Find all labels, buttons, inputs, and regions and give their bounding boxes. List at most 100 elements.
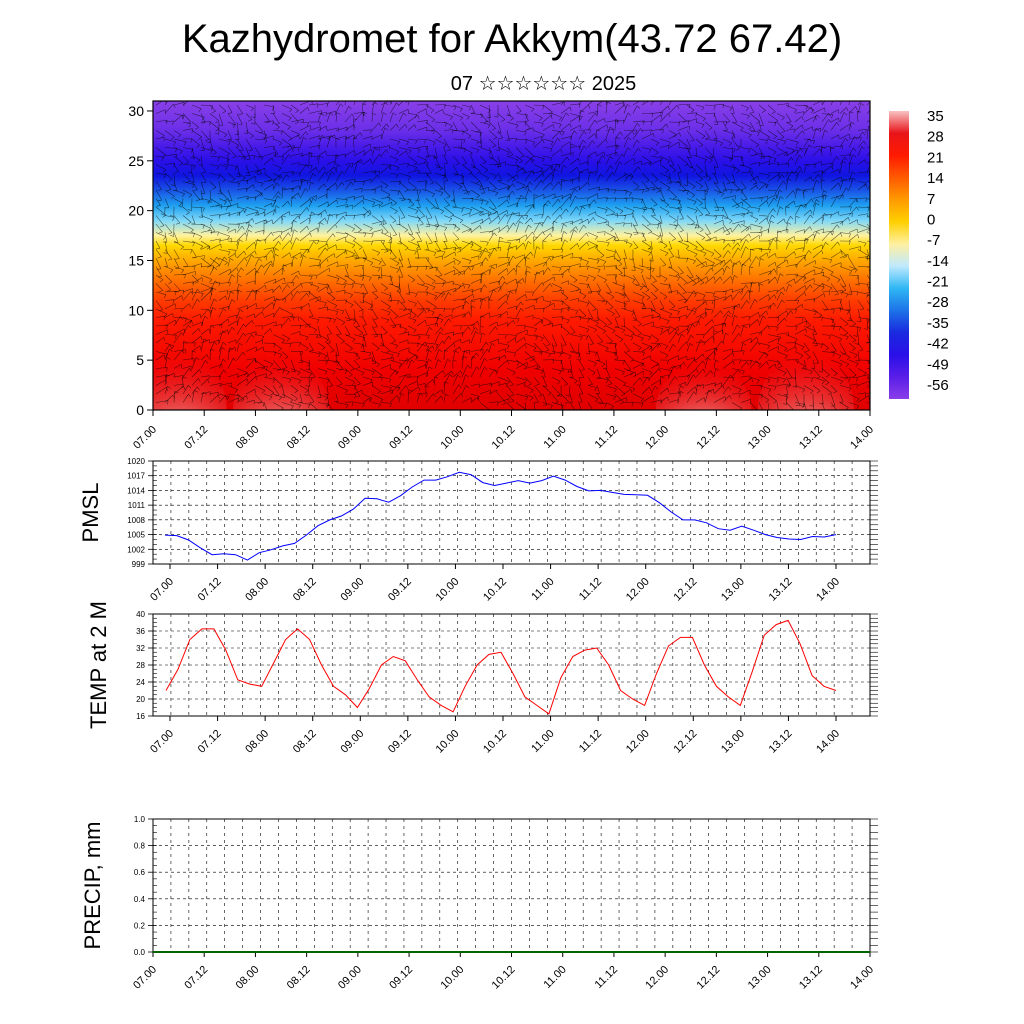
- barb-shaft: [704, 276, 714, 284]
- barb-shaft: [623, 147, 628, 157]
- barb-flag: [592, 308, 597, 311]
- barb-flag: [428, 349, 433, 353]
- barb-shaft: [308, 317, 320, 320]
- barb-flag: [334, 134, 336, 139]
- barb-flag: [271, 249, 274, 254]
- barb-flag: [781, 299, 785, 303]
- barb-flag: [225, 295, 228, 300]
- barb-shaft: [182, 365, 192, 369]
- barb-shaft: [866, 232, 870, 234]
- barb-shaft: [272, 113, 280, 124]
- barb-flag: [324, 247, 328, 252]
- barb-shaft: [425, 198, 436, 208]
- barb-shaft: [452, 223, 460, 230]
- barb-shaft: [524, 298, 538, 301]
- barb-shaft: [794, 304, 803, 310]
- barb-flag: [411, 96, 414, 98]
- barb-shaft: [227, 104, 233, 113]
- barb-shaft: [209, 147, 217, 153]
- barb-flag: [223, 201, 227, 205]
- barb-flag: [287, 284, 290, 289]
- barb-shaft: [623, 213, 634, 216]
- barb-shaft: [812, 316, 823, 318]
- barb-shaft: [218, 318, 228, 327]
- barb-flag: [193, 358, 195, 363]
- barb-flag: [308, 291, 311, 296]
- barb-shaft: [578, 145, 585, 157]
- barb-shaft: [857, 159, 866, 165]
- barb-shaft: [380, 283, 388, 289]
- barb-shaft: [695, 257, 705, 267]
- barb-shaft: [605, 197, 616, 199]
- barb-shaft: [389, 189, 400, 192]
- barb-shaft: [218, 130, 228, 135]
- barb-shaft: [317, 155, 321, 165]
- barb-shaft: [245, 206, 259, 212]
- barb-shaft: [578, 206, 583, 216]
- barb-shaft: [200, 245, 210, 250]
- barb-shaft: [281, 187, 283, 199]
- barb-shaft: [344, 150, 355, 157]
- barb-shaft: [389, 164, 400, 168]
- barb-flag: [668, 142, 672, 146]
- barb-flag: [424, 361, 428, 366]
- barb-shaft: [749, 234, 760, 242]
- barb-flag: [444, 122, 447, 127]
- barb-shaft: [650, 325, 664, 329]
- barb-flag: [615, 119, 620, 122]
- barb-flag: [631, 312, 635, 316]
- barb-flag: [671, 238, 676, 241]
- barb-flag: [443, 180, 448, 182]
- barb-shaft: [704, 172, 712, 179]
- barb-flag: [855, 198, 859, 203]
- barb-shaft: [650, 300, 656, 311]
- barb-shaft: [281, 227, 292, 233]
- barb-flag: [806, 164, 810, 167]
- barb-shaft: [155, 337, 164, 344]
- barb-shaft: [164, 104, 174, 114]
- barb-flag: [636, 123, 641, 127]
- barb-shaft: [317, 342, 326, 348]
- barb-flag: [625, 350, 630, 353]
- barb-shaft: [659, 232, 663, 243]
- barb-flag: [579, 116, 583, 121]
- barb-flag: [742, 350, 745, 355]
- barb-shaft: [830, 334, 843, 340]
- barb-shaft: [533, 295, 544, 301]
- barb-flag: [309, 323, 311, 328]
- barb-flag: [456, 228, 460, 232]
- barb-flag: [653, 204, 658, 207]
- barb-flag: [547, 267, 551, 271]
- barb-shaft: [596, 351, 600, 361]
- barb-shaft: [821, 101, 826, 106]
- barb-flag: [297, 192, 300, 197]
- barb-flag: [778, 189, 783, 193]
- barb-flag: [481, 332, 486, 336]
- barb-shaft: [245, 267, 256, 276]
- barb-shaft: [641, 355, 651, 361]
- barb-shaft: [308, 195, 317, 199]
- barb-shaft: [650, 181, 661, 191]
- barb-shaft: [209, 238, 221, 242]
- barb-flag: [446, 196, 451, 199]
- barb-flag: [169, 214, 174, 217]
- barb-flag: [580, 257, 582, 262]
- barb-flag: [621, 307, 626, 310]
- barb-flag: [602, 155, 606, 159]
- barb-shaft: [614, 317, 619, 328]
- barb-shaft: [686, 232, 689, 242]
- barb-flag: [431, 119, 436, 123]
- barb-shaft: [659, 105, 669, 114]
- barb-shaft: [830, 325, 841, 327]
- barb-shaft: [524, 257, 527, 267]
- barb-shaft: [605, 325, 616, 331]
- barb-shaft: [200, 354, 208, 361]
- barb-flag: [857, 234, 860, 239]
- barb-flag: [645, 289, 650, 293]
- barb-shaft: [173, 102, 185, 106]
- barb-shaft: [857, 129, 867, 131]
- barb-flag: [512, 212, 516, 216]
- barb-flag: [198, 136, 202, 140]
- barb-shaft: [785, 325, 798, 327]
- barb-flag: [201, 277, 204, 282]
